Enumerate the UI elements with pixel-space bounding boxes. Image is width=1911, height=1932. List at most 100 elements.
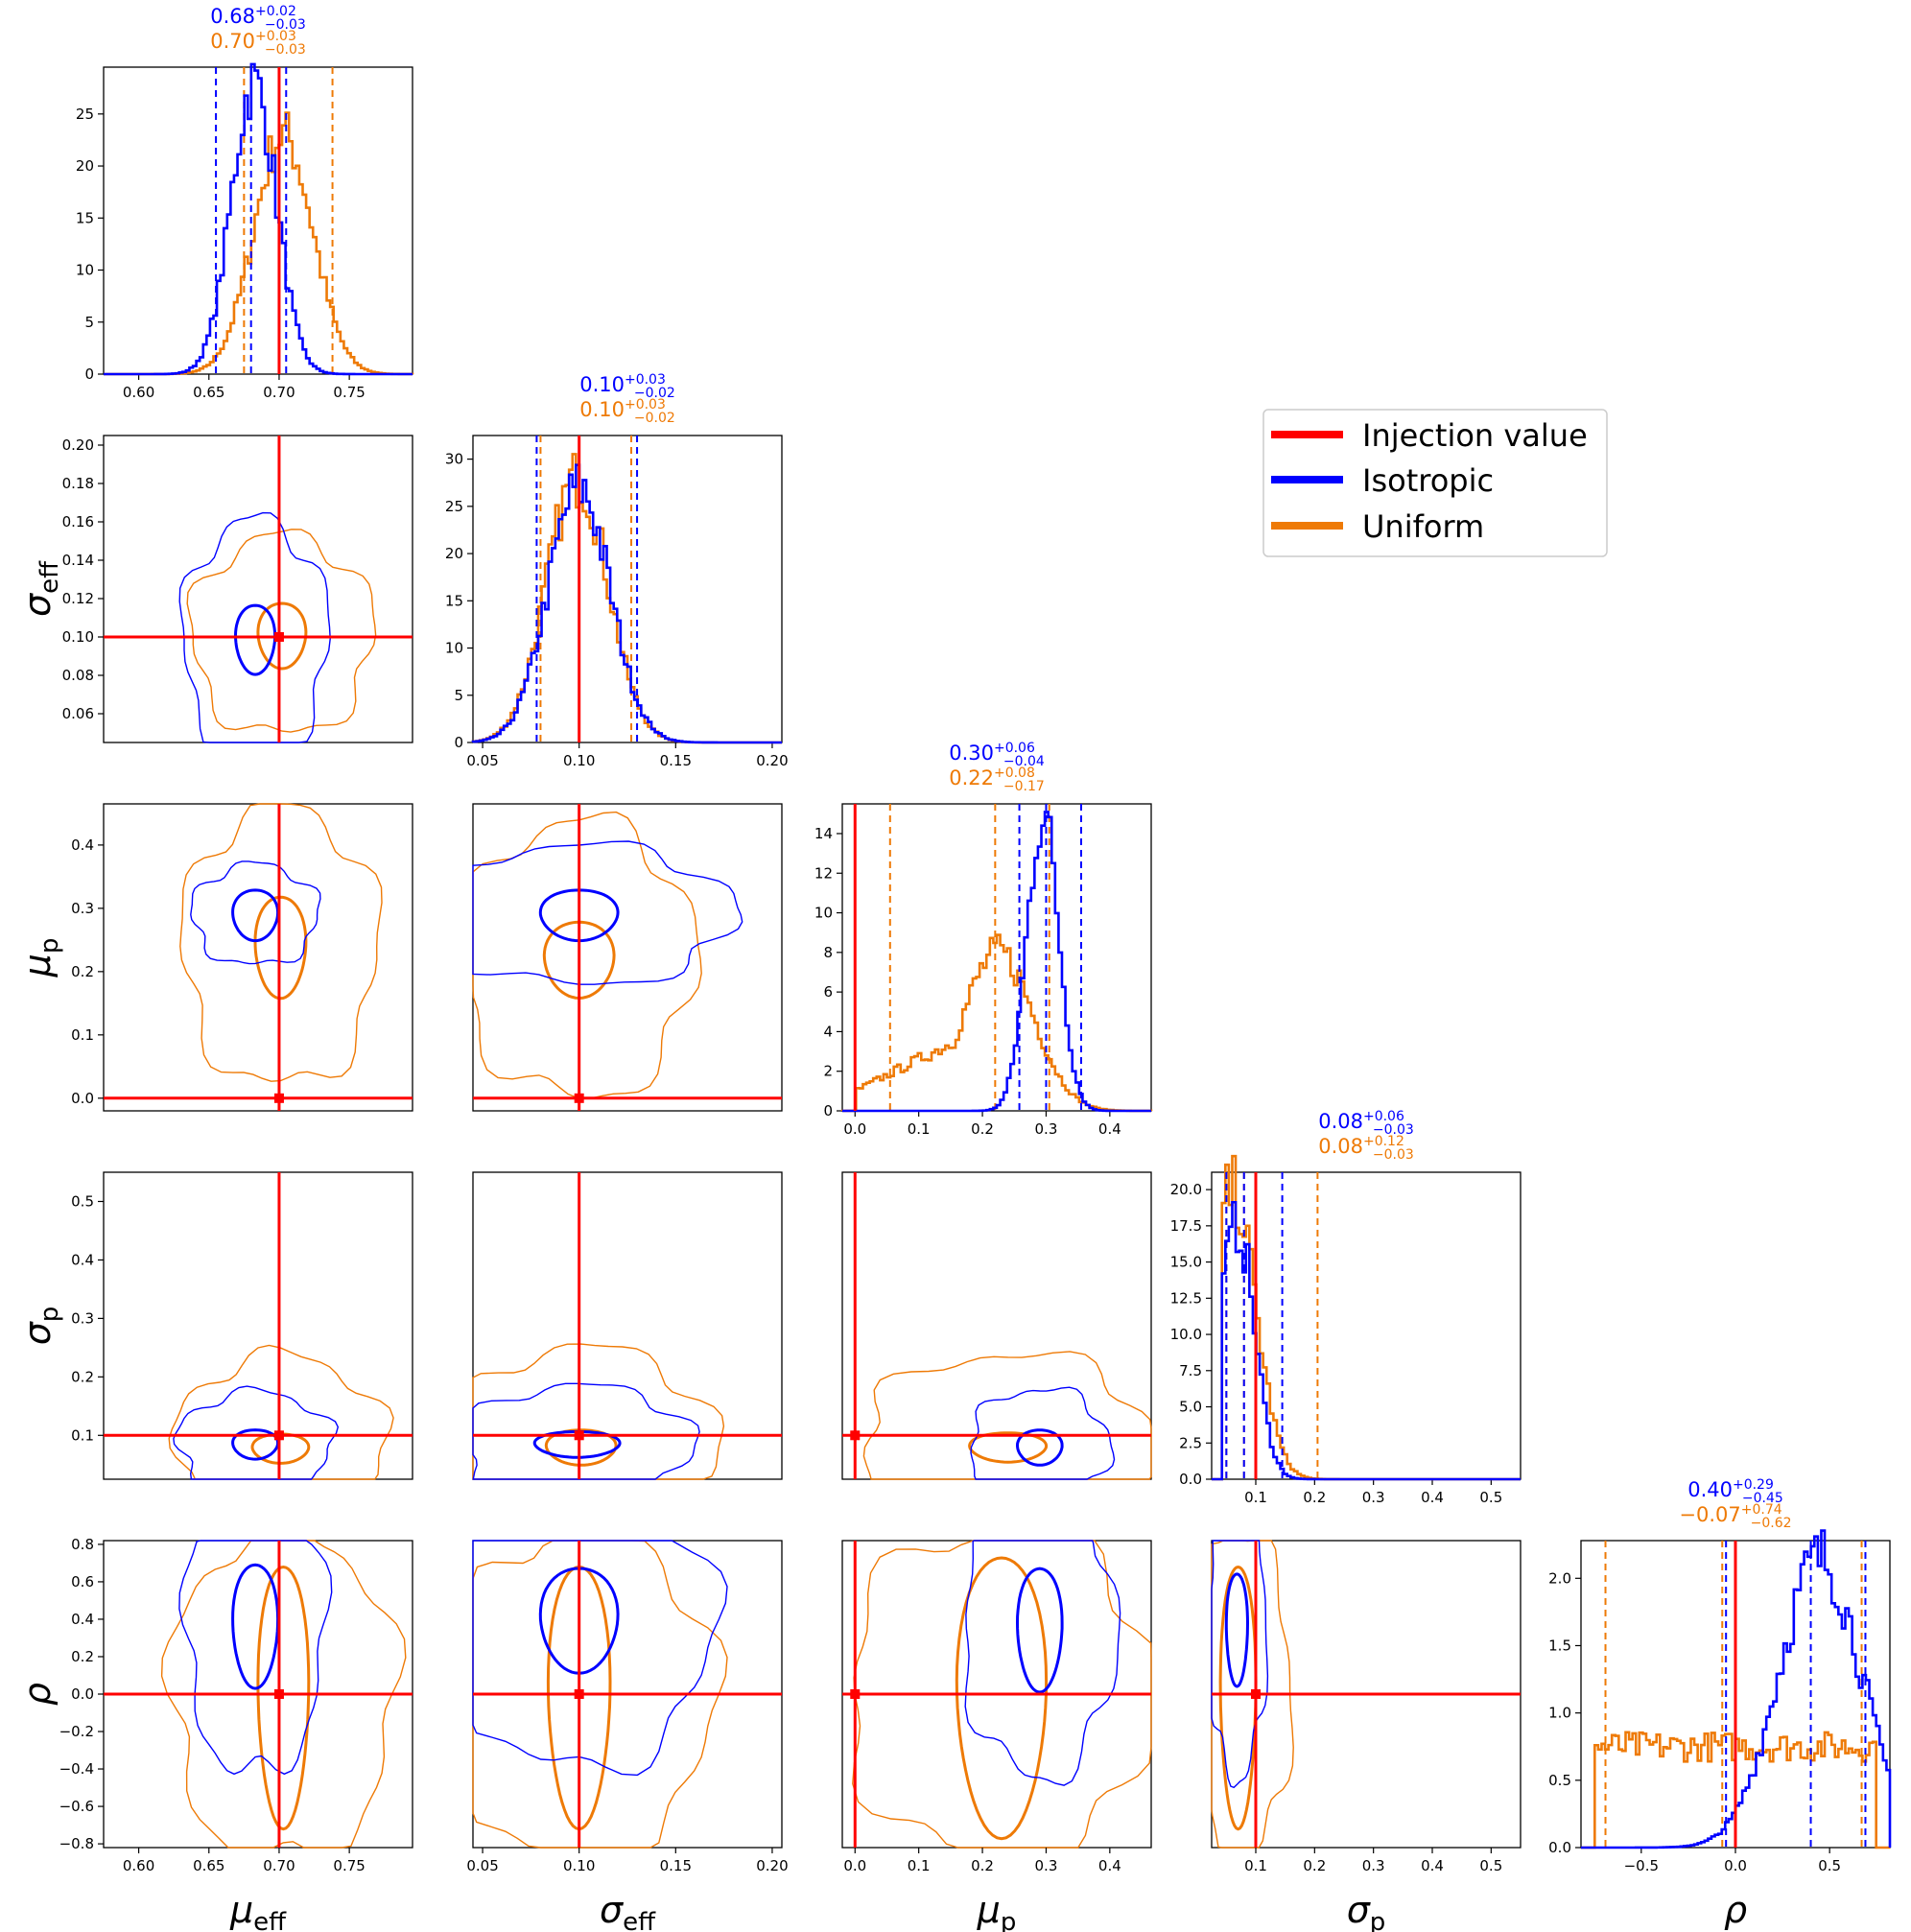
y-tick-label-hist-mu_p: 6 — [823, 983, 833, 1001]
title-uniform-sigma_eff: 0.10+0.03 −0.02 — [579, 397, 675, 426]
contour-group-sigma_eff-sigma_p — [472, 1172, 782, 1480]
contour-outer-isotropic — [178, 1540, 333, 1776]
y-tick-label-hist-rho: 1.5 — [1548, 1637, 1571, 1654]
contour-frame-sigma_eff-sigma_p — [472, 1171, 783, 1480]
injection-marker — [273, 632, 284, 642]
contour-outer-uniform — [179, 803, 383, 1082]
x-tick-label-sigma_p: 0.2 — [1303, 1857, 1326, 1874]
contour-outer-isotropic — [1211, 1540, 1269, 1789]
contour-group-mu_eff-mu_p — [104, 803, 413, 1111]
injection-marker — [574, 1689, 584, 1699]
y-tick-label-hist-sigma_p: 20.0 — [1170, 1181, 1202, 1198]
hist-isotropic-mu_eff — [104, 62, 413, 376]
x-tick-label-mu_p: 0.4 — [1098, 1120, 1121, 1138]
y-tick-label-hist-sigma_eff: 30 — [445, 451, 463, 468]
y-tick-label-sigma_p: 0.3 — [71, 1309, 94, 1327]
hist-group-sigma_p — [1212, 1154, 1521, 1481]
contour-outer-isotropic — [472, 1540, 728, 1777]
y-tick-label-sigma_p: 0.4 — [71, 1251, 94, 1268]
y-tick-label-mu_p: 0.3 — [71, 900, 94, 917]
y-tick-label-hist-sigma_p: 2.5 — [1179, 1434, 1202, 1451]
hist-isotropic-sigma_p — [1212, 1200, 1521, 1481]
title-isotropic-sigma_eff: 0.10+0.03 −0.02 — [579, 372, 675, 401]
x-tick-label-mu_p: 0.2 — [971, 1857, 994, 1874]
contour-inner-isotropic — [231, 888, 280, 943]
injection-marker — [273, 1689, 284, 1699]
injection-marker — [273, 1093, 284, 1103]
y-tick-label-mu_p: 0.2 — [71, 963, 94, 980]
y-tick-label-hist-mu_eff: 10 — [76, 262, 94, 279]
contour-outer-uniform — [186, 529, 377, 733]
x-tick-label-mu_eff: 0.60 — [123, 384, 154, 401]
title-uniform-rho: −0.07+0.74 −0.62 — [1679, 1502, 1791, 1531]
contour-inner-uniform — [955, 1556, 1049, 1841]
y-tick-label-rho: −0.4 — [59, 1760, 94, 1778]
injection-marker — [574, 1093, 584, 1103]
y-tick-label-hist-sigma_p: 17.5 — [1170, 1217, 1202, 1235]
y-tick-label-hist-sigma_p: 5.0 — [1179, 1399, 1202, 1416]
hist-frame-mu_p — [841, 803, 1152, 1112]
contour-group-mu_p-sigma_p — [842, 1172, 1152, 1480]
y-tick-label-sigma_p: 0.1 — [71, 1426, 94, 1444]
y-tick-label-sigma_eff: 0.06 — [62, 705, 94, 722]
contour-outer-isotropic — [190, 860, 321, 965]
title-isotropic-mu_eff: 0.68+0.02 −0.03 — [210, 4, 306, 33]
y-tick-label-rho: 0.4 — [71, 1611, 94, 1628]
x-tick-label-mu_eff: 0.60 — [123, 1857, 154, 1874]
contour-inner-uniform — [542, 920, 616, 1000]
legend-label-injection: Injection value — [1362, 417, 1588, 454]
contour-inner-isotropic — [532, 1429, 622, 1459]
contour-group-sigma_p-rho — [1211, 1540, 1521, 1849]
y-tick-label-hist-sigma_eff: 0 — [454, 734, 463, 751]
y-tick-label-sigma_eff: 0.10 — [62, 628, 94, 646]
title-isotropic-rho: 0.40+0.29 −0.45 — [1687, 1477, 1783, 1506]
contour-inner-isotropic — [231, 1428, 280, 1461]
y-tick-label-hist-mu_eff: 15 — [76, 209, 94, 226]
y-tick-label-hist-sigma_eff: 15 — [445, 592, 463, 609]
x-tick-label-rho: −0.5 — [1624, 1857, 1659, 1874]
y-tick-label-hist-mu_p: 4 — [823, 1023, 833, 1040]
x-axis-label-mu_eff: μeff — [229, 1889, 287, 1932]
contour-inner-uniform — [968, 1431, 1049, 1464]
hist-group-mu_eff — [104, 62, 414, 376]
y-tick-label-rho: −0.8 — [59, 1835, 94, 1852]
x-tick-label-mu_p: 0.4 — [1098, 1857, 1121, 1874]
hist-frame-sigma_p — [1211, 1171, 1522, 1480]
y-tick-label-hist-sigma_p: 7.5 — [1179, 1362, 1202, 1379]
contour-outer-isotropic — [472, 840, 743, 985]
contour-group-mu_p-rho — [842, 1540, 1152, 1849]
y-tick-label-hist-mu_eff: 25 — [76, 106, 94, 123]
contour-outer-isotropic — [173, 1385, 340, 1480]
injection-marker — [850, 1689, 861, 1699]
contour-inner-uniform — [256, 601, 308, 671]
contour-inner-isotropic — [538, 888, 620, 943]
contour-outer-isotropic — [970, 1386, 1116, 1480]
hist-frame-mu_eff — [103, 66, 413, 375]
contour-outer-isotropic — [964, 1540, 1121, 1786]
x-tick-label-sigma_p: 0.2 — [1303, 1489, 1326, 1506]
x-tick-label-mu_eff: 0.75 — [333, 1857, 365, 1874]
y-tick-label-hist-sigma_p: 10.0 — [1170, 1326, 1202, 1343]
x-axis-label-sigma_p: σp — [1347, 1889, 1386, 1932]
x-tick-label-sigma_p: 0.3 — [1362, 1489, 1385, 1506]
x-axis-label-mu_p: μp — [977, 1889, 1017, 1932]
y-tick-label-hist-sigma_eff: 25 — [445, 498, 463, 515]
x-tick-label-mu_p: 0.0 — [843, 1857, 866, 1874]
y-tick-label-hist-mu_eff: 5 — [84, 314, 94, 331]
hist-isotropic-mu_p — [842, 811, 1151, 1113]
contour-group-sigma_eff-mu_p — [472, 804, 782, 1111]
y-tick-label-hist-mu_eff: 0 — [84, 365, 94, 383]
x-tick-label-mu_p: 0.3 — [1035, 1857, 1058, 1874]
y-tick-label-hist-mu_p: 8 — [823, 944, 833, 961]
y-tick-label-rho: 0.2 — [71, 1648, 94, 1665]
injection-marker — [850, 1430, 861, 1441]
y-tick-label-mu_p: 0.0 — [71, 1090, 94, 1107]
contour-outer-isotropic — [178, 511, 331, 743]
contour-inner-isotropic — [233, 603, 277, 676]
y-tick-label-sigma_eff: 0.14 — [62, 552, 94, 569]
hist-uniform-mu_p — [840, 933, 1153, 1113]
y-axis-label-sigma_p: σp — [16, 1307, 64, 1346]
y-tick-label-mu_p: 0.1 — [71, 1026, 94, 1044]
y-tick-label-hist-rho: 0.0 — [1548, 1839, 1571, 1856]
y-tick-label-hist-mu_p: 10 — [814, 905, 833, 922]
